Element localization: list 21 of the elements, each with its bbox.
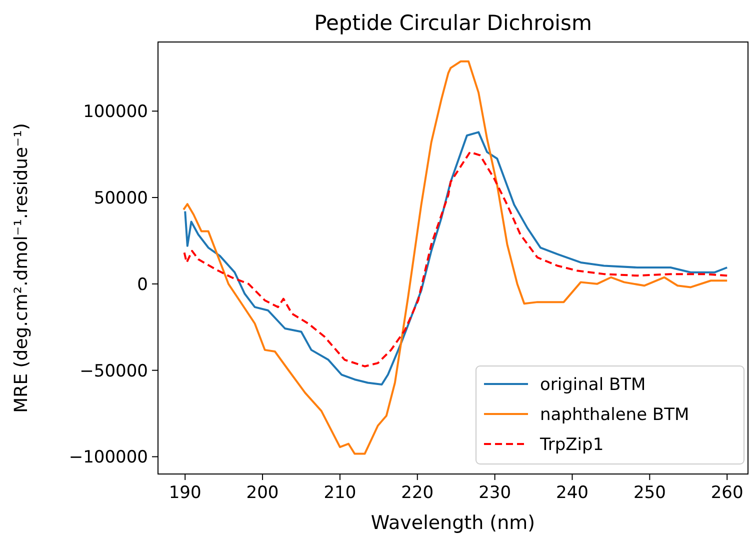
line-series [183, 151, 728, 368]
y-tick-label: −50000 [80, 361, 148, 382]
x-tick-label: 200 [246, 483, 279, 503]
x-tick-label: 260 [710, 483, 744, 503]
x-tick-label: 230 [478, 483, 512, 503]
legend-label: TrpZip1 [539, 435, 604, 455]
y-tick-label: 100000 [83, 102, 148, 122]
x-axis-title: Wavelength (nm) [370, 512, 536, 534]
x-tick-label: 210 [324, 483, 356, 503]
y-axis-title: MRE (deg.cm².dmol⁻¹.residue⁻¹) [11, 123, 32, 413]
x-tick-label: 220 [401, 483, 434, 503]
x-tick-label: 240 [556, 483, 588, 503]
y-tick-label: −100000 [68, 448, 148, 468]
x-tick-label: 250 [633, 483, 666, 503]
legend-label: original BTM [540, 375, 646, 395]
chart-title: Peptide Circular Dichroism [314, 11, 592, 35]
y-tick-label: 0 [137, 274, 148, 295]
line-series [182, 60, 728, 455]
legend-label: naphthalene BTM [540, 405, 690, 425]
x-tick-label: 190 [168, 483, 202, 503]
y-tick-label: 50000 [94, 188, 148, 209]
